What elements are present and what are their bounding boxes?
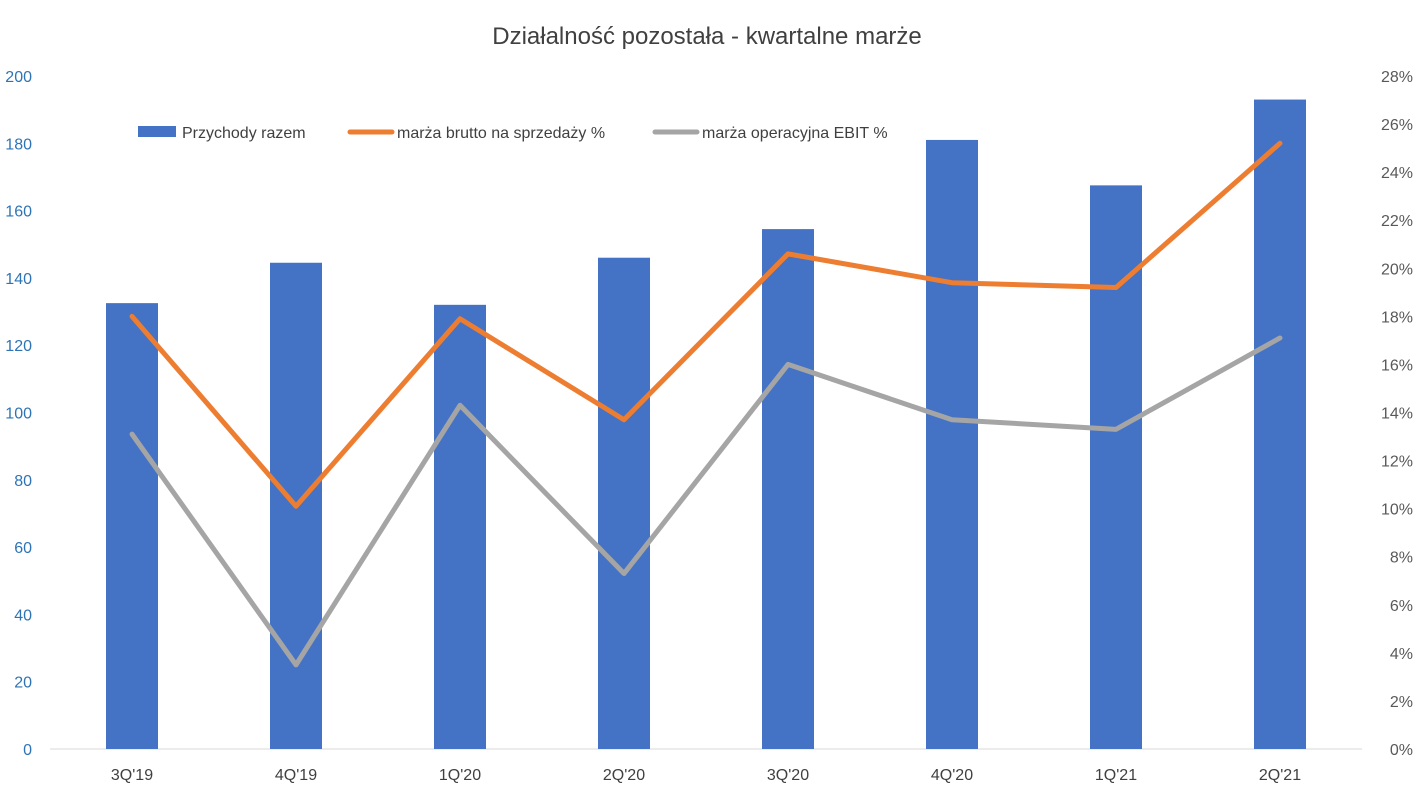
bar [106, 303, 158, 749]
chart-title: Działalność pozostała - kwartalne marże [492, 23, 922, 50]
y-right-tick-label: 2% [1390, 694, 1413, 711]
y-right-tick-label: 22% [1381, 213, 1413, 230]
y-left-tick-label: 120 [5, 338, 32, 355]
legend: Przychody razem marża brutto na sprzedaży… [138, 125, 888, 142]
y-left-tick-label: 40 [14, 607, 32, 624]
y-right-tick-label: 16% [1381, 357, 1413, 374]
x-tick-label: 3Q'20 [767, 767, 809, 784]
bar [926, 140, 978, 749]
y-left-tick-label: 160 [5, 204, 32, 221]
y-right-tick-label: 14% [1381, 406, 1413, 423]
x-tick-label: 4Q'19 [275, 767, 317, 784]
axes: 0 20 40 60 80 100 120 140 160 180 200 0% 2% 4% 6% 8% 10%… [5, 69, 1413, 784]
y-left-tick-label: 140 [5, 271, 32, 288]
x-tick-label: 2Q'20 [603, 767, 645, 784]
bar [598, 258, 650, 749]
x-tick-label: 1Q'20 [439, 767, 481, 784]
legend-label: Przychody razem [182, 125, 306, 142]
legend-label: marża operacyjna EBIT % [702, 125, 888, 142]
x-tick-label: 3Q'19 [111, 767, 153, 784]
y-left-tick-label: 180 [5, 136, 32, 153]
x-tick-label: 4Q'20 [931, 767, 973, 784]
y-right-tick-label: 8% [1390, 550, 1413, 567]
bar [762, 229, 814, 749]
y-right-tick-label: 26% [1381, 117, 1413, 134]
y-right-tick-label: 4% [1390, 646, 1413, 663]
y-right-tick-label: 18% [1381, 309, 1413, 326]
x-tick-label: 2Q'21 [1259, 767, 1301, 784]
y-left-tick-label: 0 [23, 742, 32, 759]
x-tick-label: 1Q'21 [1095, 767, 1137, 784]
y-left-tick-label: 100 [5, 406, 32, 423]
y-left-tick-label: 60 [14, 540, 32, 557]
legend-label: marża brutto na sprzedaży % [397, 125, 605, 142]
legend-swatch [138, 126, 176, 137]
y-right-tick-label: 12% [1381, 454, 1413, 471]
y-right-tick-label: 10% [1381, 502, 1413, 519]
bar [434, 305, 486, 749]
y-left-tick-label: 200 [5, 69, 32, 86]
y-right-tick-label: 20% [1381, 261, 1413, 278]
y-left-tick-label: 80 [14, 473, 32, 490]
y-left-tick-label: 20 [14, 675, 32, 692]
y-right-tick-label: 24% [1381, 165, 1413, 182]
y-right-tick-label: 0% [1390, 742, 1413, 759]
y-right-tick-label: 6% [1390, 598, 1413, 615]
bar [1254, 100, 1306, 749]
y-right-tick-label: 28% [1381, 69, 1413, 86]
